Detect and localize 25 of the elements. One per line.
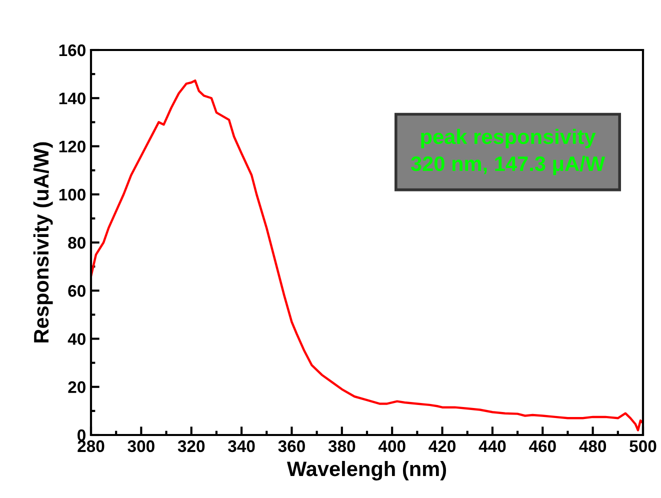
y-tick-label: 160 bbox=[59, 44, 86, 56]
y-tick-label: 140 bbox=[59, 92, 86, 104]
y-tick-label: 0 bbox=[78, 429, 86, 442]
x-tick-label: 400 bbox=[378, 440, 406, 452]
y-tick-label: 80 bbox=[68, 236, 86, 249]
y-tick-label: 20 bbox=[68, 381, 86, 394]
x-tick-label: 340 bbox=[228, 440, 255, 452]
y-tick-label: 60 bbox=[68, 285, 86, 297]
x-tick-label: 280 bbox=[78, 440, 104, 452]
x-tick-label: 300 bbox=[128, 440, 154, 452]
y-tick-label: 100 bbox=[59, 188, 86, 201]
line-series bbox=[91, 79, 643, 432]
x-tick-label: 500 bbox=[630, 440, 656, 452]
x-tick-label: 320 bbox=[178, 440, 205, 452]
x-axis-title: Wavelengh (nm) bbox=[286, 460, 446, 480]
x-tick-label: 360 bbox=[278, 440, 305, 452]
x-tick-label: 380 bbox=[328, 440, 356, 452]
y-tick-label: 120 bbox=[59, 140, 86, 152]
x-tick-label: 480 bbox=[579, 440, 606, 452]
x-tick-label: 440 bbox=[478, 440, 506, 452]
annotation: peak responsivity 320 nm, 147.3 μA/W bbox=[410, 128, 606, 176]
x-tick-label: 460 bbox=[528, 440, 556, 452]
x-tick-label: 420 bbox=[428, 440, 456, 452]
y-axis-title: Responsivity (uA/W) bbox=[33, 142, 53, 342]
y-tick-label: 40 bbox=[68, 333, 86, 345]
